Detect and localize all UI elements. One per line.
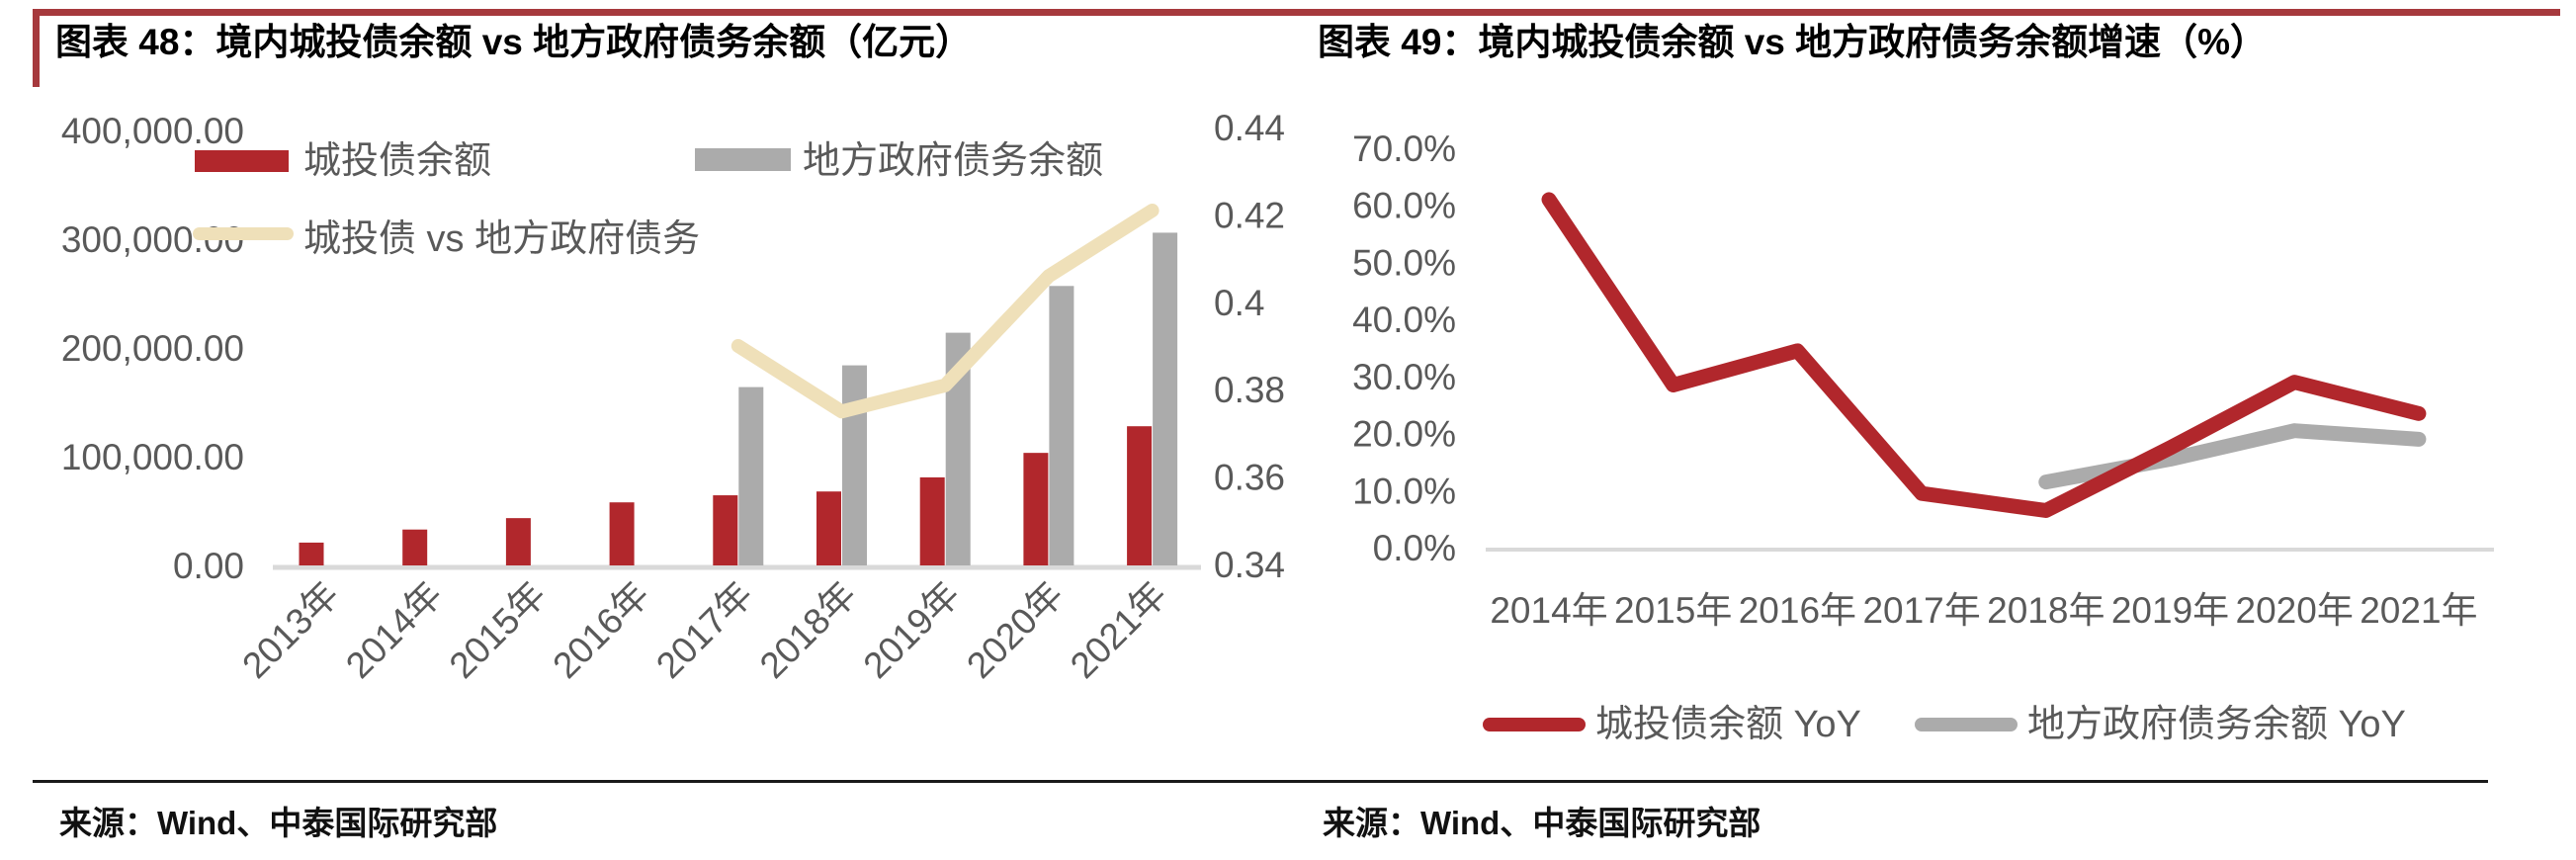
bar-地方政府债务余额-2018年 — [842, 365, 867, 565]
legend48-swatch-localgovdebt — [695, 148, 791, 171]
bar-城投债余额-2014年 — [402, 529, 428, 565]
chart49-category-label: 2014年 — [1490, 590, 1607, 631]
chart48-left-axis-tick: 400,000.00 — [61, 111, 244, 151]
bar-城投债余额-2016年 — [609, 502, 635, 565]
legend48-swatch-cityinvestbond — [195, 150, 289, 172]
line-地方政府债务余额 YoY — [2038, 423, 2427, 490]
chart49-category-label: 2021年 — [2360, 590, 2477, 631]
chart49-y-axis-tick: 70.0% — [1352, 129, 1456, 169]
accent-left-bracket — [33, 9, 40, 87]
figure49-source: 来源：Wind、中泰国际研究部 — [1323, 805, 1761, 841]
chart49-y-axis-tick: 30.0% — [1352, 357, 1456, 397]
chart49-category-label: 2016年 — [1739, 590, 1856, 631]
bottom-divider-line — [33, 780, 2488, 783]
chart48-right-axis-tick: 0.36 — [1214, 458, 1285, 498]
chart48-right-axis-tick: 0.44 — [1214, 108, 1285, 148]
chart49-y-axis-tick: 40.0% — [1352, 300, 1456, 340]
bar-城投债余额-2013年 — [299, 542, 324, 565]
chart49-category-label: 2019年 — [2111, 590, 2229, 631]
legend48-swatch-ratio-line — [193, 227, 294, 240]
chart49-y-axis-tick: 0.0% — [1373, 528, 1456, 568]
chart48-left-axis-tick: 200,000.00 — [61, 328, 244, 369]
legend49-swatch-localgovdebt-yoy — [1915, 718, 2018, 731]
line-城投债余额 YoY — [1541, 192, 2427, 518]
chart49-y-axis-tick: 50.0% — [1352, 242, 1456, 283]
legend48-label-localgovdebt: 地方政府债务余额 — [803, 140, 1104, 182]
bar-城投债余额-2015年 — [505, 518, 531, 565]
figure49-title: 图表 49：境内城投债余额 vs 地方政府债务余额增速（%） — [1318, 22, 2268, 62]
chart49-category-label: 2020年 — [2236, 590, 2354, 631]
legend49-label-localgovdebt-yoy: 地方政府债务余额 YoY — [2027, 704, 2406, 745]
bar-地方政府债务余额-2017年 — [738, 387, 764, 565]
bar-地方政府债务余额-2021年 — [1153, 232, 1178, 565]
bar-城投债余额-2017年 — [713, 495, 738, 565]
chart48-right-axis-tick: 0.34 — [1214, 545, 1285, 585]
chart48-right-axis-tick: 0.42 — [1214, 195, 1285, 235]
bar-城投债余额-2019年 — [919, 476, 945, 565]
chart48-right-axis-tick: 0.38 — [1214, 370, 1285, 410]
line-城投债 vs 地方政府债务 — [730, 203, 1159, 419]
accent-top-border — [33, 9, 2560, 16]
legend49-label-cityinvestbond-yoy: 城投债余额 YoY — [1595, 704, 1861, 745]
figure48-title: 图表 48：境内城投债余额 vs 地方政府债务余额（亿元） — [55, 22, 973, 62]
legend48-label-ratio-line: 城投债 vs 地方政府债务 — [303, 218, 701, 260]
chart49-category-label: 2015年 — [1614, 590, 1732, 631]
legend48-label-cityinvestbond: 城投债余额 — [303, 140, 492, 182]
bar-城投债余额-2021年 — [1127, 426, 1153, 565]
chart48-left-axis-tick: 0.00 — [173, 546, 244, 586]
bar-地方政府债务余额-2020年 — [1049, 286, 1074, 565]
chart49-category-label: 2017年 — [1862, 590, 1980, 631]
figure48-source: 来源：Wind、中泰国际研究部 — [59, 805, 498, 841]
chart48-left-axis-tick: 100,000.00 — [61, 437, 244, 477]
chart49-y-axis-tick: 60.0% — [1352, 186, 1456, 226]
chart49-y-axis-tick: 20.0% — [1352, 414, 1456, 455]
chart49-category-label: 2018年 — [1987, 590, 2104, 631]
bar-城投债余额-2018年 — [816, 491, 841, 565]
chart48-right-axis-tick: 0.4 — [1214, 283, 1264, 323]
bar-城投债余额-2020年 — [1023, 453, 1049, 565]
chart49-y-axis-tick: 10.0% — [1352, 471, 1456, 511]
legend49-swatch-cityinvestbond-yoy — [1483, 718, 1586, 731]
